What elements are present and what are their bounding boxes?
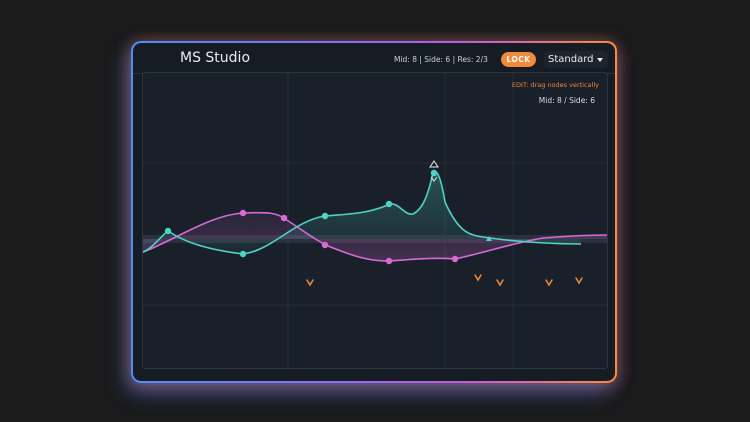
chevron-down-icon[interactable] [545, 279, 553, 287]
side-node[interactable] [280, 214, 288, 222]
eq-curves-svg [143, 73, 607, 368]
mid-node[interactable] [239, 250, 247, 258]
eq-plot-area[interactable]: EDIT: drag nodes vertically Mid: 8 / Sid… [142, 72, 608, 369]
node-counts: Mid: 8 / Side: 6 [538, 96, 595, 105]
side-node[interactable] [321, 241, 329, 249]
mid-node[interactable] [164, 227, 172, 235]
grid [143, 73, 607, 368]
side-node[interactable] [239, 209, 247, 217]
chevron-down-icon[interactable] [575, 277, 583, 285]
side-node[interactable] [451, 255, 459, 263]
lock-button[interactable]: LOCK [501, 52, 536, 67]
ms-studio-window: MS Studio Mid: 8 | Side: 6 | Res: 2/3 LO… [131, 41, 617, 383]
chevron-down-icon[interactable] [474, 274, 482, 282]
mid-node-selected[interactable] [430, 169, 438, 177]
side-curve-fill [143, 212, 607, 261]
mid-curve [143, 171, 582, 255]
title-bar: MS Studio Mid: 8 | Side: 6 | Res: 2/3 LO… [133, 43, 615, 74]
preset-label: Standard [548, 54, 594, 65]
edit-hint: EDIT: drag nodes vertically [511, 81, 599, 89]
chevron-down-icon[interactable] [496, 279, 504, 287]
up-down-arrows-icon[interactable] [429, 160, 439, 182]
side-node[interactable] [385, 257, 393, 265]
caret-down-icon [597, 58, 603, 62]
preset-dropdown[interactable]: Standard [544, 51, 608, 68]
chevron-down-icon[interactable] [306, 279, 314, 287]
mid-node-shelf[interactable] [486, 236, 492, 241]
mid-node[interactable] [321, 212, 329, 220]
app-title: MS Studio [180, 50, 251, 66]
node-status-text: Mid: 8 | Side: 6 | Res: 2/3 [394, 55, 488, 64]
mid-node[interactable] [385, 200, 393, 208]
